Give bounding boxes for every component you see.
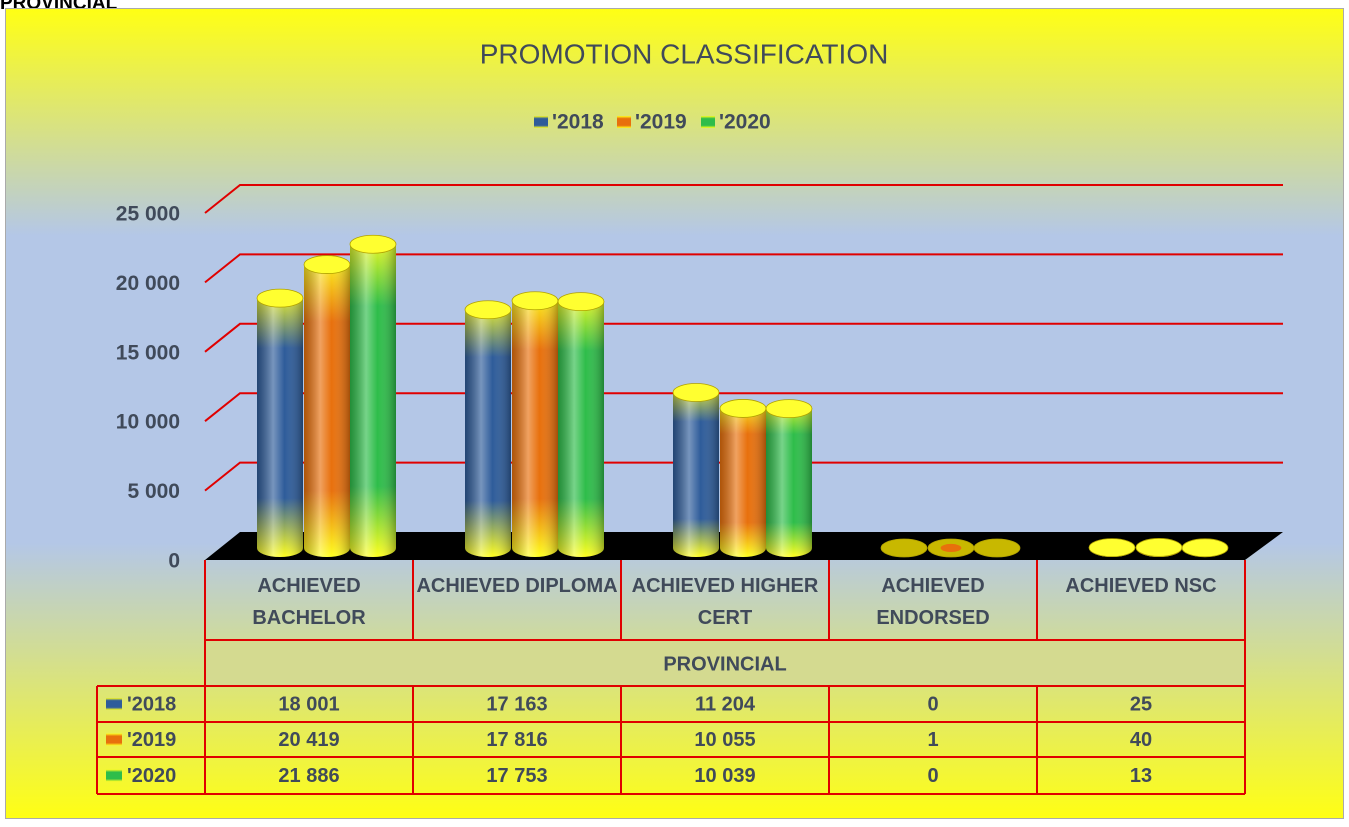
table-cell: 11 204 (695, 693, 756, 715)
cylinder-top (1135, 538, 1183, 557)
table-series-label: '2018 (127, 693, 176, 715)
table-cell: 20 419 (278, 729, 339, 751)
grid-line (204, 322, 1283, 353)
x-tick-label: ACHIEVED NSC (1065, 575, 1217, 597)
table-cell: 21 886 (278, 765, 339, 787)
cylinder-top (349, 234, 397, 254)
cylinder-top (511, 291, 559, 311)
table-cell: 40 (1130, 729, 1152, 751)
cylinder-shade (350, 235, 396, 557)
cylinder-shade (304, 255, 350, 557)
y-tick-label: 25 000 (116, 203, 180, 226)
cylinder-top (672, 383, 720, 402)
cylinder-top (1088, 538, 1136, 558)
cylinder-shade (512, 291, 558, 557)
x-tick-label: ACHIEVED ENDORSED (876, 575, 990, 629)
table-cell: 10 039 (694, 765, 755, 787)
legend-key (534, 116, 548, 128)
cylinder-core (940, 543, 962, 553)
legend-key (617, 116, 631, 128)
grid-line (204, 184, 1283, 214)
cylinder-top (719, 399, 767, 418)
cylinder-shade (558, 292, 604, 557)
cylinder-top (557, 292, 605, 311)
chart-title: PROMOTION CLASSIFICATION (480, 38, 889, 69)
table-series-label: '2019 (127, 729, 176, 751)
legend-label: '2019 (635, 111, 687, 134)
table-cell: 25 (1130, 693, 1152, 715)
table-cell: 17 753 (486, 765, 547, 787)
y-tick-label: 15 000 (116, 341, 180, 364)
cylinder-top (765, 399, 813, 419)
table-cell: 13 (1130, 765, 1152, 787)
table-cell: 0 (927, 693, 938, 715)
grid-line (204, 392, 1283, 422)
y-tick-label: 10 000 (116, 411, 180, 434)
table-cell: 0 (927, 765, 938, 787)
cylinder-top (973, 538, 1021, 558)
x-axis-title: PROVINCIAL (663, 653, 786, 675)
legend-label: '2020 (719, 111, 771, 134)
table-cell: 17 816 (486, 729, 547, 751)
grid-line (204, 461, 1283, 492)
cylinder-top (464, 300, 512, 320)
y-tick-label: 0 (168, 550, 180, 573)
table-cell: 17 163 (486, 693, 547, 715)
legend-key (701, 116, 715, 128)
cylinder-shade (766, 399, 812, 557)
cylinder-top (303, 255, 351, 274)
x-tick-label: ACHIEVED BACHELOR (252, 575, 366, 629)
cylinder-shade (257, 289, 303, 557)
y-tick-label: 20 000 (116, 272, 180, 295)
table-series-label: '2020 (127, 765, 176, 787)
cylinder-shade (720, 399, 766, 557)
table-legend-key (106, 698, 122, 710)
x-tick-label: ACHIEVED HIGHER CERT (631, 575, 819, 629)
legend-label: '2018 (552, 111, 604, 134)
table-legend-key (106, 733, 122, 746)
cylinder-top (256, 288, 304, 308)
table-cell: 10 055 (694, 729, 755, 751)
cylinder-top (1181, 538, 1229, 558)
table-cell: 18 001 (278, 693, 339, 715)
cylinder-top (880, 538, 928, 558)
grid-line (204, 253, 1283, 284)
y-tick-label: 5 000 (127, 480, 180, 503)
x-tick-label: ACHIEVED DIPLOMA (416, 575, 618, 597)
table-cell: 1 (927, 729, 938, 751)
cylinder-shade (673, 383, 719, 557)
table-legend-key (106, 769, 122, 782)
table-row-bg (206, 641, 1244, 685)
cylinder-shade (465, 300, 511, 557)
